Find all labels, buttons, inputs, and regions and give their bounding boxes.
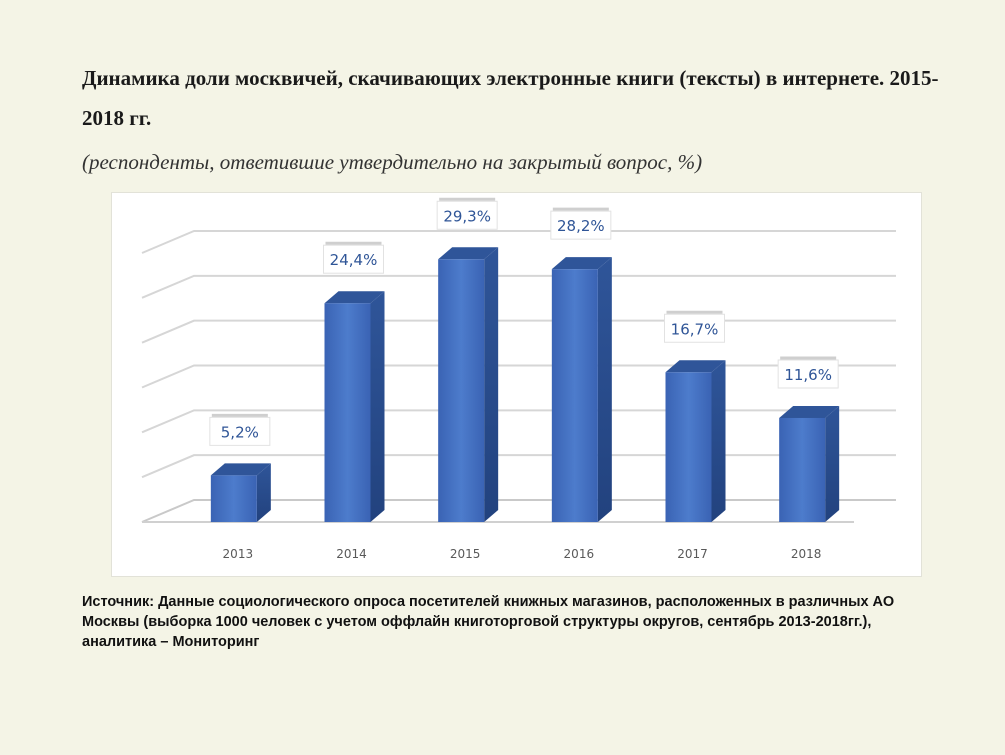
data-label: 5,2% [209,413,271,446]
bar-front [438,259,485,522]
data-label-box [550,210,612,240]
data-label: 28,2% [550,207,612,240]
x-tick-label: 2017 [677,547,708,561]
bar-top [438,247,499,260]
x-tick-label: 2018 [791,547,822,561]
data-label-box [436,200,498,230]
bar [551,257,612,522]
bar [779,405,840,522]
x-tick-label: 2013 [223,547,254,561]
gridline [141,319,896,344]
bar-front [210,475,257,522]
data-label: 29,3% [436,197,498,230]
page-subtitle: (респонденты, ответившие утвердительно н… [82,150,703,174]
data-label-text: 16,7% [671,320,719,338]
data-label: 24,4% [323,241,384,274]
gridline [141,454,896,479]
bar [210,463,271,522]
data-label: 11,6% [777,356,839,389]
bar [324,291,385,522]
bar-top [551,257,612,270]
data-label-box [323,244,384,274]
x-tick-label: 2016 [564,547,595,561]
data-label-text: 29,3% [443,207,491,225]
bar-front [665,372,712,522]
gridline [141,499,896,523]
bar-layer [210,247,840,522]
page-title: Динамика доли москвичей, скачивающих эле… [82,66,939,130]
data-label-text: 5,2% [221,423,259,441]
bar-front [551,269,598,522]
bar-side [597,257,612,522]
grid-layer [141,230,896,523]
data-label-text: 11,6% [784,366,832,384]
bar [665,360,726,522]
label-layer: 5,2% 24,4% 29,3% 28,2% 16,7% 11,6% [209,197,839,446]
bar-side [484,247,499,522]
bar-side [711,360,726,522]
bar-side [256,463,271,522]
data-label-text: 24,4% [330,251,378,269]
gridline [141,274,896,299]
bar-front [324,303,371,522]
bar-side [370,291,385,522]
bar-top [210,463,271,476]
bar-front [779,417,826,522]
chart-panel: 5,2% 24,4% 29,3% 28,2% 16,7% 11,6% 2013 2014 20… [111,192,922,577]
data-label-box [209,416,271,446]
data-label-text: 28,2% [557,217,605,235]
data-label-box [777,359,839,389]
x-tick-label: 2014 [336,547,367,561]
gridline [141,409,896,434]
data-label: 16,7% [664,310,725,343]
source-note: Источник: Данные социологического опроса… [82,594,895,650]
bar-side [825,405,840,522]
x-tick-label: 2015 [450,547,481,561]
data-label-box [664,313,725,343]
bar-top [779,405,840,418]
bar-top [665,360,726,373]
bar-top [324,291,385,304]
gridline [141,230,896,254]
bar-chart: 5,2%24,4%29,3%28,2%16,7%11,6% 2013 2014 20… [141,197,896,561]
tick-layer: 2013 2014 2015 2016 2017 2018 [223,547,822,561]
gridline [141,364,896,389]
bar [438,247,499,522]
